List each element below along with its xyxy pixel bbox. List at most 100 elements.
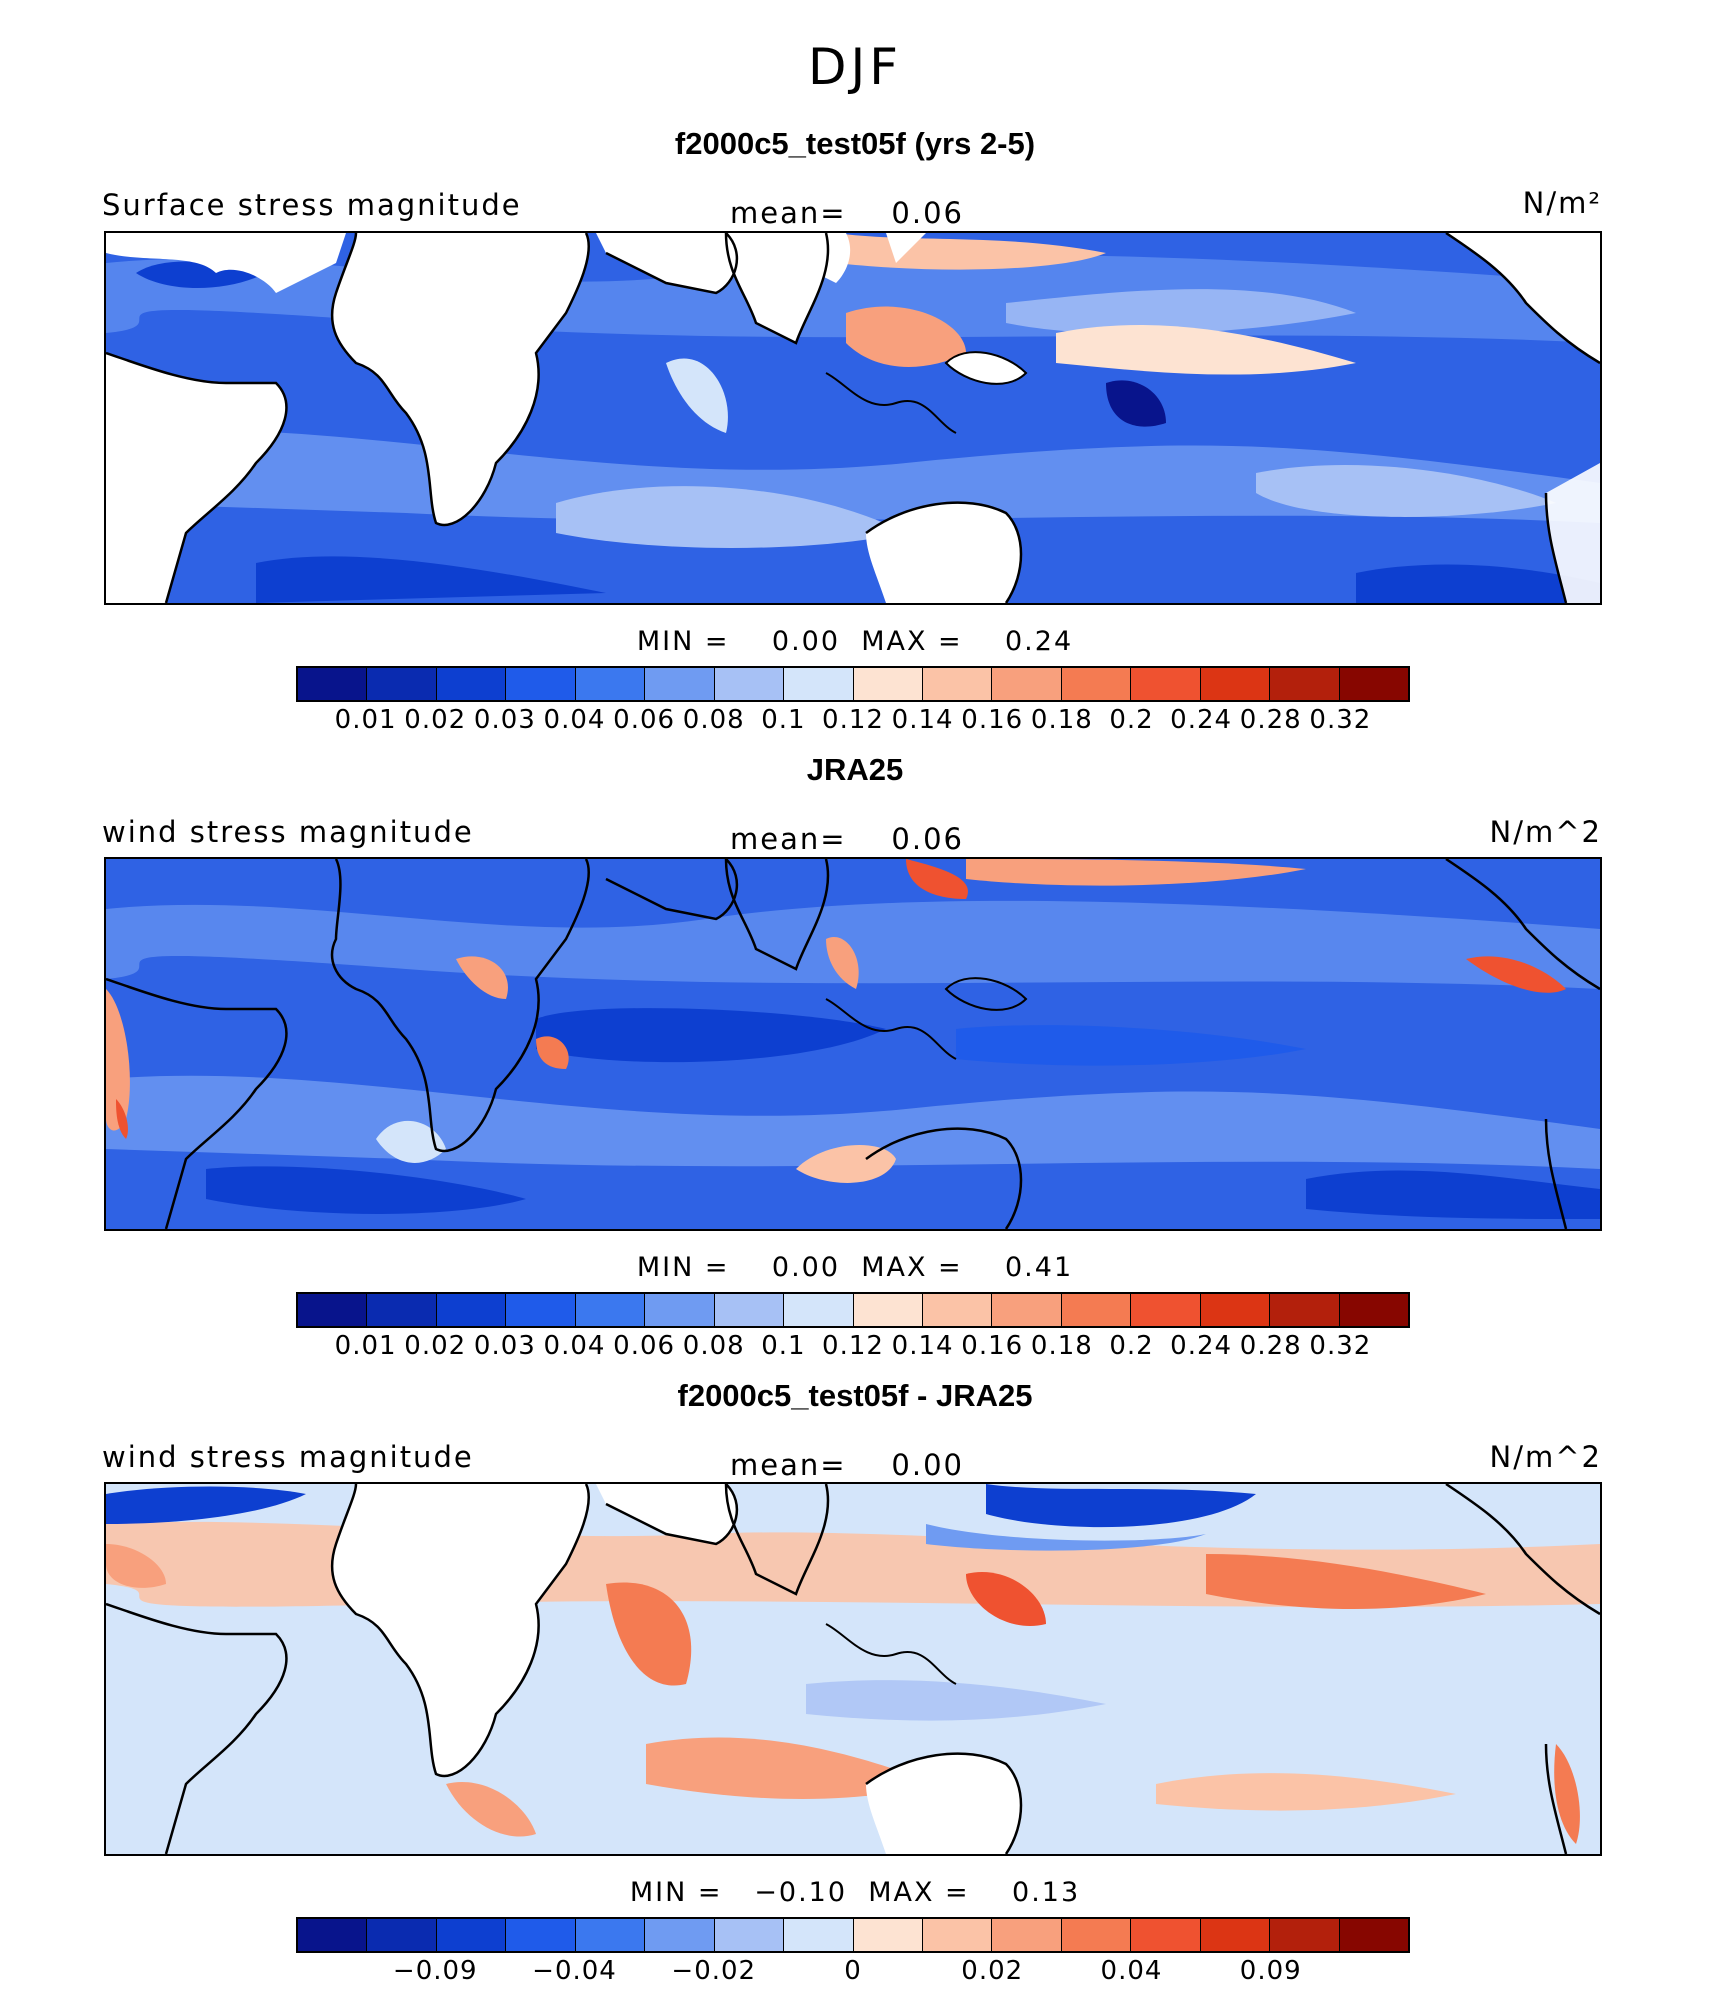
panel-2-colorbar-labels: 0.01 0.02 0.03 0.04 0.06 0.08 0.1 0.12 0.14 0.16 0…	[296, 1331, 1410, 1365]
colorbar-swatch	[575, 1919, 646, 1951]
colorbar-tick-label: −0.04	[532, 1956, 617, 1986]
colorbar-swatch	[367, 668, 437, 700]
colorbar-tick-label: 0.03	[473, 1331, 536, 1361]
panel-3-min-value: −0.10	[754, 1877, 848, 1908]
panel-2-title: JRA25	[806, 752, 904, 787]
colorbar-tick-label: 0.12	[822, 1331, 884, 1361]
colorbar-tick-label: 0.32	[1309, 1331, 1372, 1361]
colorbar-swatch	[367, 1919, 437, 1951]
panel-2-colorbar	[296, 1292, 1410, 1328]
panel-1-minmax: MIN = 0.00 MAX = 0.24	[0, 626, 1710, 657]
colorbar-swatch	[922, 668, 993, 700]
colorbar-tick-label: 0.1	[761, 1331, 806, 1361]
colorbar-swatch	[436, 1294, 507, 1326]
colorbar-tick-label: 0.04	[543, 1331, 606, 1361]
figure-title: DJF	[807, 38, 902, 96]
colorbar-swatch	[1339, 1294, 1408, 1326]
colorbar-tick-label: 0.24	[1170, 1331, 1233, 1361]
colorbar-swatch	[853, 1919, 923, 1951]
panel-3-mean: mean= 0.00	[730, 1448, 964, 1482]
panel-3-min-label: MIN =	[629, 1877, 723, 1908]
panel-3-minmax: MIN = −0.10 MAX = 0.13	[0, 1877, 1710, 1908]
panel-1-max-label: MAX =	[861, 626, 963, 657]
colorbar-tick-label: 0	[844, 1956, 862, 1986]
panel-1-units: N/m²	[1522, 186, 1602, 220]
colorbar-tick-label: 0.06	[613, 705, 676, 735]
colorbar-swatch	[1339, 1919, 1408, 1951]
panel-3-mean-label: mean=	[730, 1448, 847, 1482]
colorbar-swatch	[714, 668, 785, 700]
panel-2-min-value: 0.00	[771, 1252, 841, 1283]
colorbar-swatch	[506, 1294, 576, 1326]
colorbar-swatch	[922, 1294, 993, 1326]
colorbar-tick-label: 0.08	[682, 1331, 745, 1361]
colorbar-swatch	[1061, 1919, 1132, 1951]
colorbar-swatch	[1270, 668, 1340, 700]
colorbar-tick-label: 0.02	[404, 705, 467, 735]
colorbar-swatch	[784, 1919, 854, 1951]
panel-2-min-label: MIN =	[636, 1252, 730, 1283]
colorbar-swatch	[367, 1294, 437, 1326]
colorbar-swatch	[298, 1294, 368, 1326]
colorbar-swatch	[853, 668, 923, 700]
colorbar-swatch	[436, 1919, 507, 1951]
colorbar-tick-label: −0.09	[392, 1956, 478, 1986]
colorbar-tick-label: 0.18	[1030, 1331, 1093, 1361]
colorbar-tick-label: 0.1	[761, 705, 806, 735]
colorbar-swatch	[1270, 1919, 1340, 1951]
colorbar-swatch	[992, 668, 1062, 700]
panel-3-colorbar	[296, 1917, 1410, 1953]
colorbar-swatch	[506, 668, 576, 700]
colorbar-tick-label: 0.32	[1309, 705, 1372, 735]
panel-1-map-svg	[106, 233, 1600, 603]
panel-2-max-label: MAX =	[861, 1252, 963, 1283]
panel-3-map	[104, 1482, 1602, 1856]
colorbar-tick-label: 0.08	[682, 705, 745, 735]
panel-3-max-label: MAX =	[868, 1877, 970, 1908]
colorbar-swatch	[1339, 668, 1408, 700]
colorbar-swatch	[298, 668, 368, 700]
colorbar-swatch	[1200, 668, 1271, 700]
panel-2-mean-value: 0.06	[891, 822, 964, 856]
colorbar-swatch	[645, 1919, 715, 1951]
colorbar-tick-label: 0.09	[1239, 1956, 1302, 1986]
colorbar-tick-label: 0.04	[543, 705, 606, 735]
panel-1-variable-label: Surface stress magnitude	[102, 188, 522, 222]
colorbar-swatch	[298, 1919, 368, 1951]
colorbar-tick-label: 0.28	[1239, 705, 1302, 735]
colorbar-swatch	[992, 1919, 1062, 1951]
panel-1-title: f2000c5_test05f (yrs 2-5)	[674, 126, 1036, 161]
panel-3-mean-value: 0.00	[891, 1448, 964, 1482]
colorbar-swatch	[1270, 1294, 1340, 1326]
colorbar-swatch	[575, 1294, 646, 1326]
panel-1-mean: mean= 0.06	[730, 196, 964, 230]
colorbar-swatch	[1200, 1294, 1271, 1326]
panel-3-max-value: 0.13	[1012, 1877, 1081, 1908]
panel-2-mean-label: mean=	[730, 822, 847, 856]
colorbar-tick-label: 0.03	[473, 705, 536, 735]
colorbar-swatch	[436, 668, 507, 700]
colorbar-tick-label: 0.16	[961, 1331, 1024, 1361]
colorbar-tick-label: 0.14	[891, 705, 954, 735]
panel-3-colorbar-labels: −0.09 −0.04 −0.02 0 0.02 0.04 0.09	[296, 1956, 1410, 1990]
colorbar-tick-label: 0.01	[334, 1331, 397, 1361]
colorbar-tick-label: 0.06	[613, 1331, 676, 1361]
panel-1-min-label: MIN =	[636, 626, 730, 657]
colorbar-swatch	[992, 1294, 1062, 1326]
panel-2-map-svg	[106, 859, 1600, 1229]
panel-3-variable-label: wind stress magnitude	[102, 1440, 474, 1474]
colorbar-swatch	[506, 1919, 576, 1951]
panel-1-min-value: 0.00	[771, 626, 841, 657]
panel-1-map	[104, 231, 1602, 605]
colorbar-tick-label: 0.2	[1109, 705, 1154, 735]
panel-3-map-svg	[106, 1484, 1600, 1854]
colorbar-swatch	[1200, 1919, 1271, 1951]
colorbar-swatch	[714, 1294, 785, 1326]
panel-2-mean: mean= 0.06	[730, 822, 964, 856]
panel-1-colorbar	[296, 666, 1410, 702]
colorbar-swatch	[1131, 1919, 1201, 1951]
colorbar-tick-label: 0.04	[1100, 1956, 1163, 1986]
colorbar-swatch	[853, 1294, 923, 1326]
panel-1-mean-value: 0.06	[891, 196, 964, 230]
panel-1-mean-label: mean=	[730, 196, 847, 230]
